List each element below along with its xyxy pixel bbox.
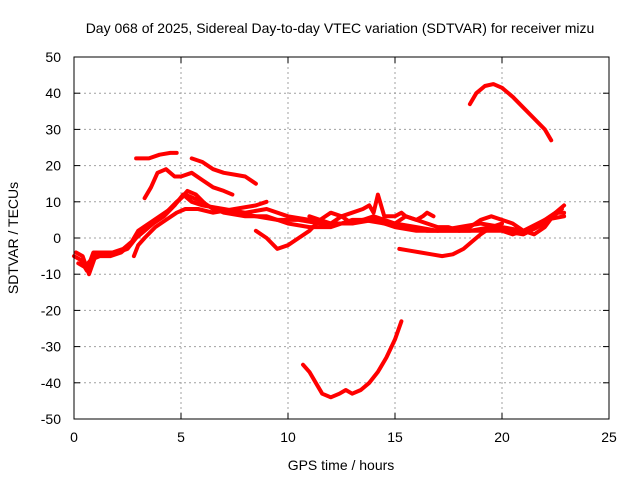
y-tick-label: 10 <box>45 194 61 210</box>
x-axis-label: GPS time / hours <box>288 457 395 473</box>
series-line-prn-e <box>142 167 235 201</box>
series-line-prn-i <box>307 192 436 226</box>
y-tick-label: 0 <box>53 230 61 246</box>
y-tick-label: 50 <box>45 49 61 65</box>
x-tick-label: 10 <box>280 429 296 445</box>
series-line-prn-d <box>131 199 269 259</box>
data-series <box>72 82 567 400</box>
y-tick-label: -40 <box>41 375 61 391</box>
y-tick-label: -30 <box>41 339 61 355</box>
x-tick-label: 25 <box>601 429 617 445</box>
x-tick-label: 20 <box>494 429 510 445</box>
y-axis-label: SDTVAR / TECUs <box>5 182 21 294</box>
series-line-prn-l <box>301 319 404 400</box>
y-tick-label: -20 <box>41 302 61 318</box>
y-tick-label: 20 <box>45 158 61 174</box>
y-tick-label: -10 <box>41 266 61 282</box>
y-tick-label: 40 <box>45 85 61 101</box>
grid-lines <box>74 57 609 419</box>
x-tick-label: 0 <box>70 429 78 445</box>
x-tick-label: 15 <box>387 429 403 445</box>
chart-title: Day 068 of 2025, Sidereal Day-to-day VTE… <box>86 20 595 36</box>
series-line-prn-f <box>134 150 179 161</box>
x-tick-label: 5 <box>177 429 185 445</box>
y-tick-label: -50 <box>41 411 61 427</box>
y-tick-label: 30 <box>45 121 61 137</box>
series-line-prn-k <box>467 82 554 143</box>
series-line-prn-j <box>397 221 504 259</box>
series-line-prn-g <box>189 156 258 186</box>
axis-ticks: 0 5 10 15 20 25 -50 -40 -30 -20 -10 0 10 20 30 40 50 <box>41 49 617 445</box>
